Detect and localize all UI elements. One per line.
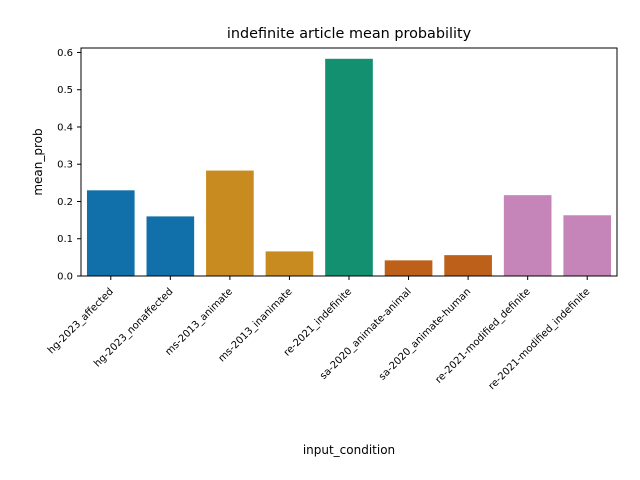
x-tick-label: hg-2023_affected — [46, 286, 116, 356]
x-axis-ticks: hg-2023_affectedhg-2023_nonaffectedms-20… — [46, 276, 592, 392]
x-axis-label: input_condition — [303, 443, 395, 457]
y-tick-label: 0.1 — [57, 234, 73, 245]
y-tick-label: 0.6 — [57, 48, 73, 59]
x-tick-label: re-2021-modified_definite — [433, 286, 532, 385]
y-axis-ticks: 0.0 0.1 0.2 0.3 0.4 0.5 0.6 — [57, 48, 81, 283]
bar-hg-2023_nonaffected — [147, 216, 195, 276]
bars-group — [87, 59, 611, 276]
y-tick-label: 0.0 — [57, 272, 73, 283]
bar-sa-2020_animate-animal — [385, 260, 433, 276]
y-tick-label: 0.3 — [57, 160, 73, 171]
chart-title: indefinite article mean probability — [227, 26, 472, 42]
bar-re-2021-modified_indefinite — [563, 215, 611, 276]
bar-re-2021_indefinite — [325, 59, 373, 276]
y-tick-label: 0.5 — [57, 85, 73, 96]
bar-re-2021-modified_definite — [504, 195, 552, 276]
y-tick-label: 0.2 — [57, 197, 73, 208]
x-tick-label: ms-2013_animate — [163, 286, 235, 358]
y-axis-label: mean_prob — [31, 128, 45, 195]
x-tick-label: re-2021-modified_indefinite — [487, 286, 593, 392]
bar-ms-2013_animate — [206, 171, 254, 276]
bar-hg-2023_affected — [87, 190, 135, 276]
y-tick-label: 0.4 — [57, 122, 73, 133]
bar-sa-2020_animate-human — [444, 255, 492, 276]
bar-ms-2013_inanimate — [266, 251, 314, 276]
